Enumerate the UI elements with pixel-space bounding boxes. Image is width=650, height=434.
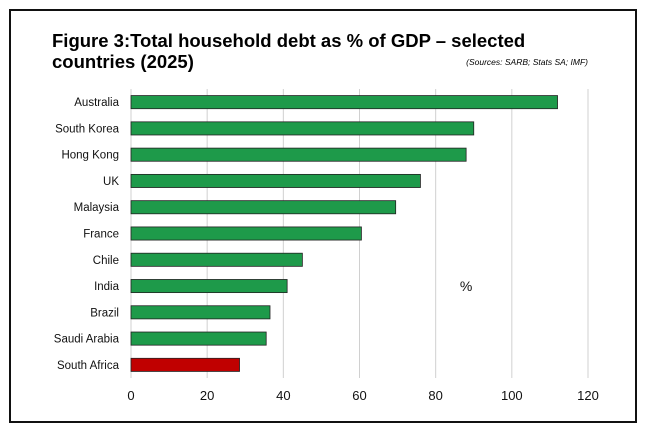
bar (130, 252, 303, 267)
x-tick-label: 40 (276, 388, 290, 403)
x-tick-label: 20 (200, 388, 214, 403)
category-label: South Africa (57, 360, 120, 372)
category-label: France (83, 229, 119, 241)
bar (130, 331, 267, 346)
bars (130, 95, 558, 372)
category-label: India (94, 281, 120, 293)
bar (130, 357, 240, 372)
category-label: Chile (93, 255, 119, 267)
bar (130, 121, 475, 136)
category-label: Malaysia (74, 202, 120, 214)
bar (130, 173, 421, 188)
chart-frame (9, 9, 637, 423)
bar (130, 226, 362, 241)
category-label: UK (103, 176, 119, 188)
x-tick-label: 120 (577, 388, 599, 403)
x-tick-label: 80 (428, 388, 442, 403)
bar (130, 147, 467, 162)
x-tick-labels: 0 20 40 60 80 100 120 (127, 388, 598, 403)
x-tick-label: 0 (127, 388, 134, 403)
x-tick-label: 60 (352, 388, 366, 403)
bar (130, 95, 558, 110)
category-label: Saudi Arabia (54, 334, 120, 346)
bar (130, 279, 288, 294)
category-label: Australia (74, 97, 119, 109)
bar (130, 200, 397, 215)
category-label: Brazil (90, 307, 119, 319)
chart-sources: (Sources: SARB; Stats SA; IMF) (466, 57, 588, 67)
x-tick-label: 100 (501, 388, 523, 403)
category-labels: Australia South Korea Hong Kong UK Malaysia F… (54, 97, 120, 372)
category-label: Hong Kong (61, 150, 119, 162)
bar (130, 305, 271, 320)
unit-annotation: % (460, 278, 472, 294)
chart-title: Figure 3:Total household debt as % of GD… (52, 30, 526, 72)
category-label: South Korea (55, 123, 120, 135)
